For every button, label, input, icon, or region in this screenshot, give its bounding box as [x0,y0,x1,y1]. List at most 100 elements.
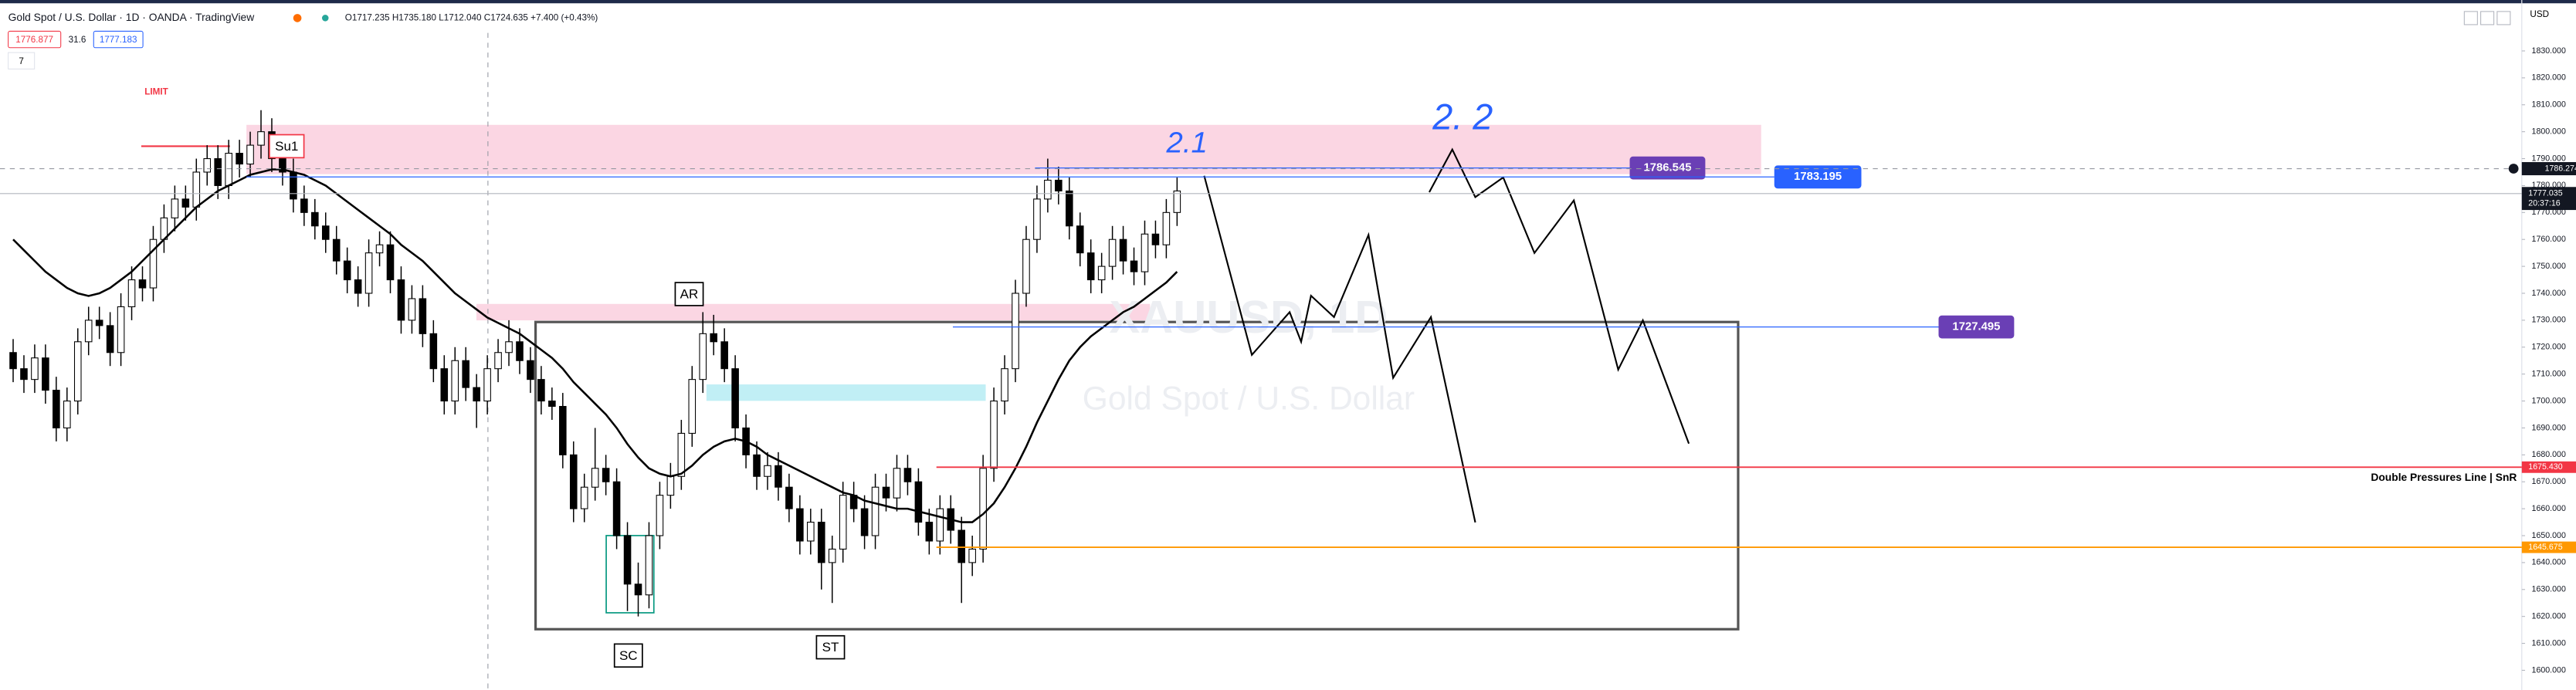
st-label: ST [822,640,839,654]
y-tick-label: 1720.000 [2532,343,2566,352]
candle-body [9,352,17,370]
y-tick-label: 1670.000 [2532,477,2566,486]
candle-body [451,360,459,402]
candle-body [20,368,28,381]
crosshair-label: 1786.274 [2545,164,2576,173]
moving-average [12,168,1178,523]
window-button[interactable] [2480,11,2495,25]
candle-body [1173,190,1181,213]
top-bar [0,0,2576,4]
candle-body [386,244,395,281]
candle-body [893,468,901,499]
candle-body [914,481,923,523]
candle-body [106,325,114,353]
candle-body [591,468,599,488]
candle-body [419,298,427,334]
y-tick-label: 1810.000 [2532,100,2566,110]
callout-tag [1938,315,2015,339]
indicator-count[interactable]: 7 [19,56,24,66]
candle-body [63,401,71,428]
candle-body [1022,238,1030,294]
sc-label: SC [619,648,638,663]
candle-body [796,508,804,542]
y-tick-label: 1620.000 [2532,611,2566,621]
candle-body [375,244,384,254]
candle-body [764,465,771,477]
candle-body [666,475,675,496]
candle-body [645,535,653,596]
candle-body [807,522,815,542]
projection-path [1203,175,1476,523]
limit-label: LIMIT [144,86,168,96]
sell-price[interactable]: 1776.877 [15,35,53,45]
candle-body [192,171,201,208]
indicators-toggle[interactable] [8,52,36,69]
candle-body [343,260,351,281]
buy-price[interactable]: 1777.183 [100,35,137,45]
window-button[interactable] [2496,11,2511,25]
callout-label: 1786.545 [1643,162,1691,174]
candle-body [42,357,49,391]
candle-body [1055,179,1063,191]
candle-body [117,306,125,353]
y-tick-label: 1630.000 [2532,585,2566,594]
candle-body [246,144,254,165]
price-tag-label: 1645.675 [2528,543,2562,552]
candle-body [527,360,534,381]
callout-tag [1774,165,1862,189]
candle-body [828,548,836,563]
candle-body [990,401,998,469]
candle-body [860,508,869,536]
candle-body [559,406,567,455]
candle-body [73,341,82,402]
candle-body [731,368,739,428]
status-icon [322,15,329,22]
candle-body [839,495,847,550]
callout-label: 1727.495 [1952,321,2000,333]
supply-zone [476,303,1151,321]
candle-body [1097,266,1106,281]
candle-body [602,468,610,482]
candle-body [279,158,286,173]
candle-body [753,454,761,477]
y-tick-label: 1800.000 [2532,127,2566,136]
candle-body [1086,252,1095,281]
callout-tag [1629,156,1706,180]
sell-button[interactable] [8,30,62,49]
candle-body [440,368,449,402]
candle-body [332,238,341,262]
candle-body [548,401,556,408]
label-box [613,643,643,668]
candle-body [1162,211,1171,245]
candle-body [84,320,93,343]
y-tick-label: 1650.000 [2532,531,2566,540]
candle-body [936,508,944,542]
candle-body [236,153,243,165]
candle-body [505,341,513,353]
candle-body [623,535,632,585]
supply-zone [246,124,1761,174]
candle-body [203,158,212,173]
candle-body [710,333,717,343]
candle-body [290,171,297,200]
countdown: 20:37:16 [2528,198,2560,208]
ohlc: O1717.235 H1735.180 L1712.040 C1724.635 … [345,13,598,23]
candle-body [95,320,103,326]
y-tick-label: 1700.000 [2532,396,2566,405]
buy-button[interactable] [93,30,144,49]
window-button[interactable] [2463,11,2478,25]
candle-body [656,495,664,536]
candle-body [1130,260,1138,272]
crosshair-icon [2508,164,2519,174]
y-tick-label: 1660.000 [2532,504,2566,513]
currency[interactable]: USD [2530,9,2549,19]
watermark-name: Gold Spot / U.S. Dollar [1083,381,1415,418]
drawings [141,32,1761,690]
candle-body [257,131,265,146]
candle-body [925,522,934,542]
candle-body [774,465,782,488]
market-icon [293,14,302,22]
candle-body [171,198,179,218]
last-price-tag [2521,187,2576,211]
